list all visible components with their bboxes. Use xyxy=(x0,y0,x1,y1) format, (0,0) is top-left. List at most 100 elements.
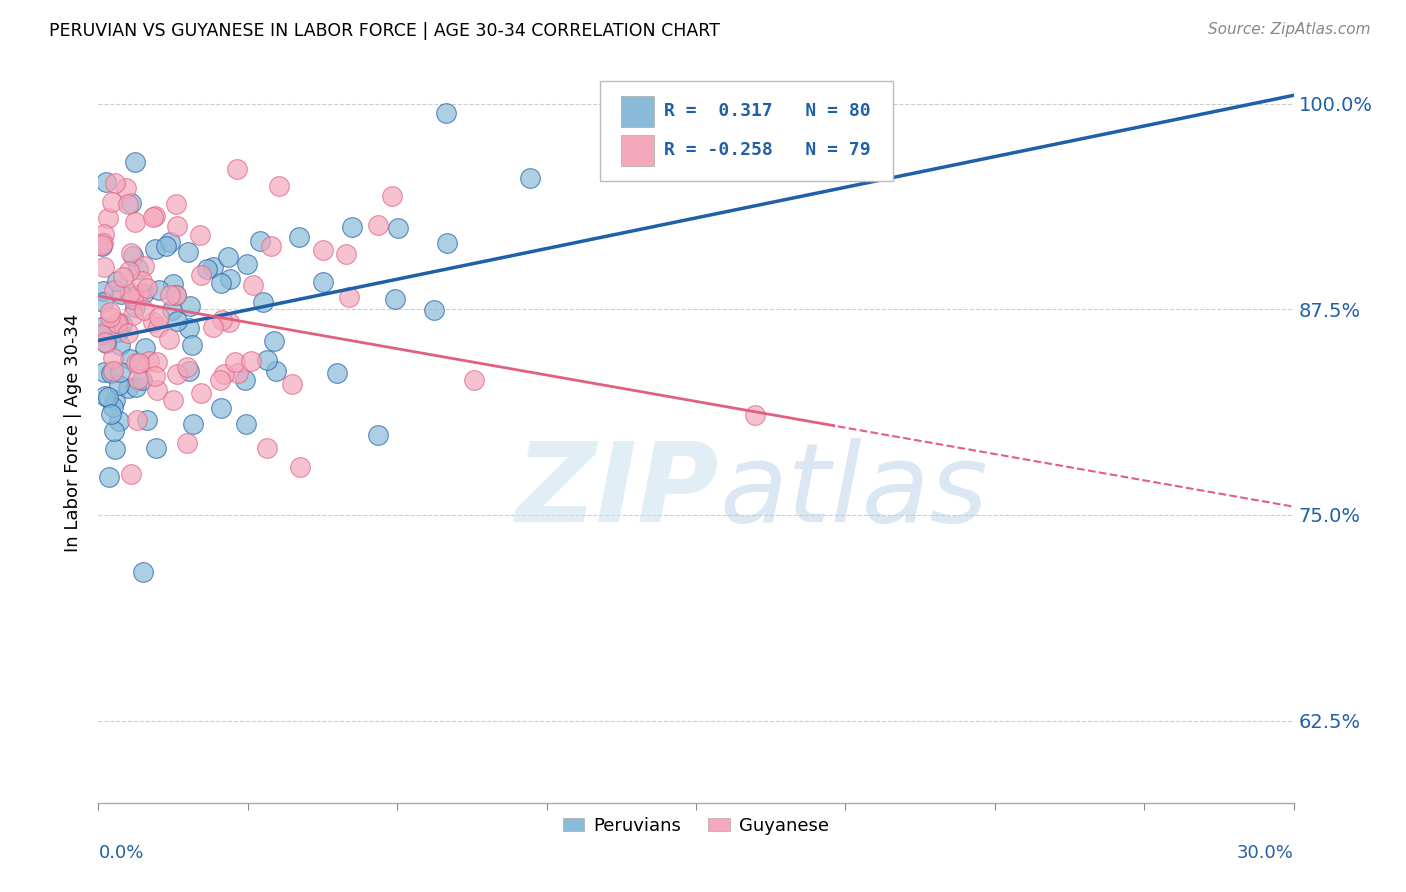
Point xyxy=(91,319,114,334)
Point xyxy=(124,300,146,314)
Point xyxy=(91,285,114,299)
Text: R =  0.317   N = 80: R = 0.317 N = 80 xyxy=(664,102,870,120)
Point xyxy=(143,369,166,384)
Point xyxy=(159,235,181,249)
Point xyxy=(190,268,212,282)
Point xyxy=(93,260,115,275)
Point xyxy=(202,260,225,274)
Point xyxy=(209,401,232,416)
Point xyxy=(233,373,256,387)
Point xyxy=(118,351,141,366)
Text: atlas: atlas xyxy=(720,438,988,545)
Point xyxy=(107,325,129,339)
Point xyxy=(218,315,240,329)
Point xyxy=(132,302,155,317)
Point xyxy=(252,294,274,309)
Y-axis label: In Labor Force | Age 30-34: In Labor Force | Age 30-34 xyxy=(65,313,83,552)
Point xyxy=(367,428,389,442)
Point xyxy=(166,368,188,382)
Point xyxy=(94,389,117,403)
Point xyxy=(190,385,212,400)
Point xyxy=(111,318,134,332)
Point xyxy=(180,338,202,352)
Text: ZIP: ZIP xyxy=(516,438,720,545)
Point xyxy=(91,237,114,252)
Point xyxy=(287,230,309,244)
Point xyxy=(110,365,132,379)
Point xyxy=(179,321,201,335)
Point xyxy=(120,285,142,300)
Point xyxy=(104,176,127,190)
Point xyxy=(108,337,131,351)
Point xyxy=(242,278,264,293)
Point xyxy=(224,354,246,368)
Point xyxy=(103,424,125,438)
Point xyxy=(120,467,142,482)
Point xyxy=(145,442,167,456)
Point xyxy=(136,281,159,295)
Point xyxy=(335,247,357,261)
Point xyxy=(142,210,165,224)
Point xyxy=(146,355,169,369)
Point xyxy=(124,380,146,394)
Point xyxy=(148,283,170,297)
Point xyxy=(326,366,349,380)
Bar xyxy=(620,95,654,127)
Point xyxy=(117,326,139,340)
Point xyxy=(249,234,271,248)
Point xyxy=(128,356,150,370)
Point xyxy=(342,220,364,235)
Point xyxy=(131,373,153,387)
Point xyxy=(162,392,184,407)
Point xyxy=(94,334,117,349)
Point xyxy=(107,315,129,329)
Point xyxy=(124,155,146,169)
Point xyxy=(96,211,118,226)
Point xyxy=(288,460,311,475)
Point xyxy=(143,209,166,223)
Point xyxy=(177,245,200,260)
Point xyxy=(744,409,766,423)
Point xyxy=(165,287,187,301)
Point xyxy=(127,372,149,386)
Point xyxy=(384,293,406,307)
Point xyxy=(120,196,142,211)
Point xyxy=(103,400,125,414)
Point xyxy=(155,239,177,253)
Point xyxy=(266,364,288,378)
Point xyxy=(104,392,127,407)
Point xyxy=(209,277,232,291)
Point xyxy=(211,312,233,326)
Point xyxy=(142,315,165,329)
Point xyxy=(367,218,389,232)
Point xyxy=(122,292,145,306)
Text: 0.0%: 0.0% xyxy=(98,844,143,862)
Point xyxy=(107,377,129,392)
Point xyxy=(256,352,278,367)
Point xyxy=(236,257,259,271)
Point xyxy=(132,286,155,301)
Point xyxy=(134,341,156,355)
Point xyxy=(166,219,188,233)
Point xyxy=(91,239,114,253)
Point xyxy=(138,354,160,368)
Point xyxy=(195,261,218,276)
Point xyxy=(176,359,198,374)
Point xyxy=(157,332,180,346)
Point xyxy=(91,327,114,342)
Point xyxy=(136,412,159,426)
Point xyxy=(267,178,290,193)
Point xyxy=(93,365,115,379)
Point xyxy=(218,272,240,286)
Point xyxy=(239,354,262,368)
Point xyxy=(107,414,129,428)
Point xyxy=(311,243,333,257)
Point xyxy=(93,236,115,251)
Point xyxy=(94,175,117,189)
Point xyxy=(120,246,142,260)
Point xyxy=(98,310,121,324)
Point xyxy=(312,275,335,289)
Point xyxy=(105,316,128,330)
Point xyxy=(226,367,249,381)
Point xyxy=(165,197,187,211)
